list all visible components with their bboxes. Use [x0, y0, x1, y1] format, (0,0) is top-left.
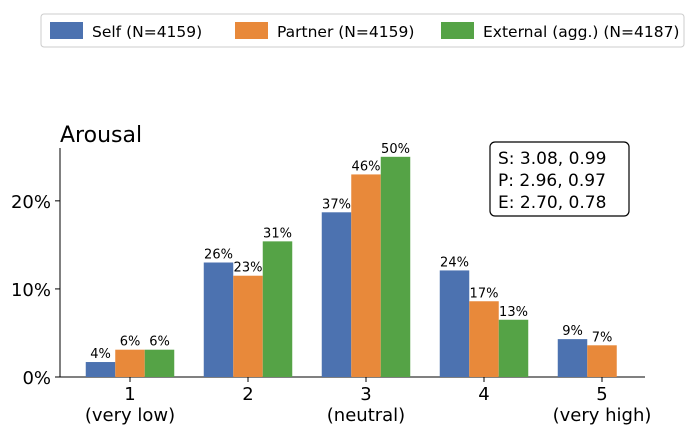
- legend-label: Self (N=4159): [92, 23, 202, 41]
- bar: [85, 362, 116, 377]
- y-tick-label: 0%: [22, 368, 51, 389]
- x-tick-label: 2: [242, 384, 253, 405]
- legend-swatch: [50, 22, 83, 39]
- bar-value-label: 24%: [440, 255, 469, 270]
- stats-frame: [489, 141, 630, 217]
- bar-value-label: 4%: [90, 347, 111, 362]
- x-tick-label: 1: [124, 384, 135, 405]
- y-tick-label: 10%: [11, 280, 51, 301]
- legend: Self (N=4159) Partner (N=4159) External (a…: [40, 13, 685, 48]
- stats-line: S: 3.08, 0.99: [498, 149, 606, 169]
- x-tick-label: (very low): [85, 405, 175, 426]
- bar: [321, 212, 352, 377]
- bar: [498, 319, 529, 377]
- bar-value-label: 13%: [499, 305, 528, 320]
- x-tick-label: 4: [478, 384, 489, 405]
- y-tick-label: 20%: [11, 192, 51, 213]
- bar-value-label: 6%: [149, 335, 170, 350]
- legend-frame: [40, 13, 685, 48]
- bar: [587, 345, 617, 377]
- bar-value-label: 7%: [592, 330, 613, 345]
- bar-value-label: 17%: [470, 286, 499, 301]
- bar: [380, 156, 411, 377]
- bar-value-label: 9%: [562, 324, 583, 339]
- bar: [144, 349, 175, 377]
- x-tick-label: 3: [360, 384, 371, 405]
- legend-swatch: [235, 22, 268, 39]
- bar-value-label: 31%: [263, 226, 292, 241]
- bar: [115, 349, 145, 377]
- bar-value-label: 37%: [322, 197, 351, 212]
- legend-label: External (agg.) (N=4187): [483, 23, 679, 41]
- legend-item: External (agg.) (N=4187): [441, 22, 679, 41]
- plot-area: 0% 10% 20% 1(very low) 2 3(neutral) 4 5(very hi…: [11, 142, 651, 426]
- x-tick-label: (very high): [553, 405, 652, 426]
- x-tick-label: 5: [596, 384, 607, 405]
- bar: [262, 241, 293, 377]
- bar: [203, 262, 234, 377]
- bar: [469, 301, 499, 377]
- bar-value-label: 46%: [352, 159, 381, 174]
- bar: [233, 275, 263, 377]
- stats-line: P: 2.96, 0.97: [498, 171, 606, 191]
- bar-value-label: 26%: [204, 248, 233, 263]
- legend-swatch: [441, 22, 474, 39]
- legend-item: Partner (N=4159): [235, 22, 414, 41]
- bar-value-label: 23%: [234, 261, 263, 276]
- chart-title: Arousal: [60, 123, 142, 148]
- bar: [351, 174, 381, 377]
- bar: [557, 339, 588, 377]
- stats-box: S: 3.08, 0.99P: 2.96, 0.97E: 2.70, 0.78: [489, 141, 630, 217]
- legend-label: Partner (N=4159): [277, 23, 414, 41]
- bar: [439, 270, 470, 377]
- bar-value-label: 50%: [381, 142, 410, 157]
- legend-item: Self (N=4159): [50, 22, 202, 41]
- bar-value-label: 6%: [120, 335, 141, 350]
- x-tick-label: (neutral): [327, 405, 405, 426]
- stats-line: E: 2.70, 0.78: [498, 193, 606, 213]
